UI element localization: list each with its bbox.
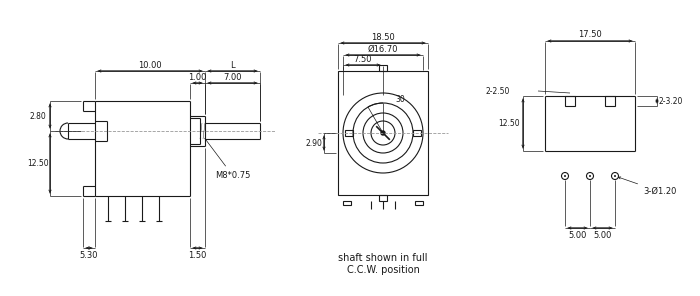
Circle shape: [381, 131, 385, 135]
Bar: [605, 96, 615, 106]
Circle shape: [589, 175, 591, 177]
Bar: [415, 201, 423, 205]
Bar: [345, 130, 353, 136]
Text: 2.80: 2.80: [29, 112, 46, 120]
Text: 1.00: 1.00: [188, 73, 206, 81]
Text: L: L: [230, 60, 235, 70]
Bar: [379, 65, 387, 71]
Text: 5.00: 5.00: [594, 231, 612, 240]
Bar: [343, 201, 351, 205]
Text: 2-2.50: 2-2.50: [486, 86, 510, 96]
Text: 7.50: 7.50: [354, 54, 372, 64]
Text: Ø16.70: Ø16.70: [368, 44, 398, 54]
Text: 30: 30: [395, 94, 405, 104]
Text: C.C.W. position: C.C.W. position: [346, 265, 419, 275]
Text: 1.50: 1.50: [188, 250, 206, 260]
Text: 7.00: 7.00: [223, 73, 242, 81]
Text: 5.30: 5.30: [80, 250, 98, 260]
Text: 12.50: 12.50: [27, 159, 49, 168]
Circle shape: [564, 175, 566, 177]
Text: 17.50: 17.50: [578, 30, 602, 38]
Text: M8*0.75: M8*0.75: [204, 138, 251, 180]
Text: 5.00: 5.00: [568, 231, 587, 240]
Text: 2-3.20: 2-3.20: [659, 96, 683, 105]
Text: shaft shown in full: shaft shown in full: [338, 253, 428, 263]
Bar: [338, 71, 428, 195]
Bar: [565, 96, 575, 106]
Bar: [413, 130, 421, 136]
Circle shape: [614, 175, 616, 177]
Text: 3-Ø1.20: 3-Ø1.20: [618, 177, 676, 196]
Bar: [379, 195, 387, 201]
Text: 10.00: 10.00: [138, 60, 162, 70]
Text: 2.90: 2.90: [306, 139, 323, 147]
Text: 18.50: 18.50: [371, 33, 395, 41]
Text: 12.50: 12.50: [498, 119, 520, 128]
